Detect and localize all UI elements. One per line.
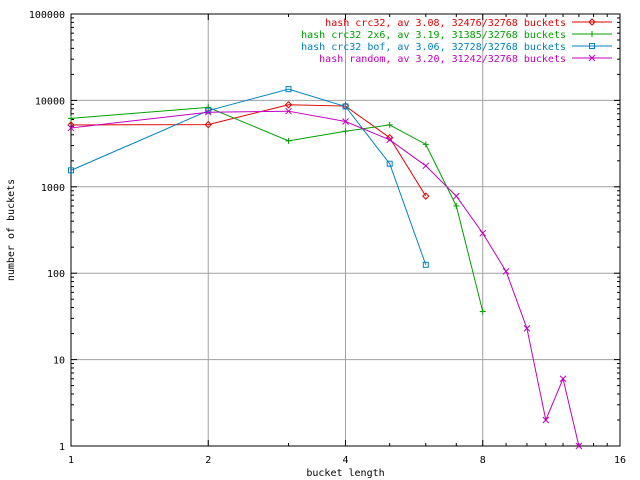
series-3 bbox=[68, 86, 429, 268]
data-point bbox=[523, 324, 531, 332]
data-point bbox=[422, 141, 429, 148]
data-point bbox=[386, 136, 394, 144]
series-layer bbox=[67, 86, 583, 450]
legend: hash crc32, av 3.08, 32476/32768 buckets… bbox=[301, 18, 612, 65]
data-point bbox=[453, 202, 460, 209]
data-point bbox=[589, 43, 595, 49]
data-point bbox=[422, 192, 430, 200]
series-2 bbox=[68, 104, 486, 315]
data-point bbox=[68, 115, 74, 122]
data-point bbox=[452, 192, 460, 200]
data-point bbox=[68, 167, 74, 174]
data-point bbox=[542, 416, 550, 424]
x-tick-label: 16 bbox=[614, 455, 626, 466]
legend-label: hash crc32 2x6, av 3.19, 31385/32768 buc… bbox=[301, 30, 566, 41]
y-axis-title: number of buckets bbox=[6, 179, 17, 281]
series-line bbox=[70, 110, 580, 447]
data-point bbox=[502, 268, 510, 275]
y-tick-label: 10000 bbox=[35, 96, 65, 107]
axis-ticks: 1 2 4 8 16 1 10 100 1000 10000 100000 bbox=[29, 10, 626, 466]
data-point bbox=[205, 107, 212, 114]
data-point bbox=[67, 124, 75, 132]
series-4 bbox=[67, 107, 583, 450]
data-point bbox=[285, 86, 292, 93]
legend-entry: hash crc32 bof, av 3.06, 32728/32768 buc… bbox=[301, 42, 612, 53]
data-point bbox=[575, 442, 583, 450]
data-point bbox=[386, 160, 393, 167]
data-point bbox=[422, 162, 430, 170]
data-point bbox=[588, 54, 596, 62]
data-point bbox=[204, 108, 212, 116]
series-1 bbox=[67, 101, 430, 200]
data-point bbox=[204, 120, 212, 129]
y-tick-label: 1000 bbox=[41, 183, 65, 194]
data-point bbox=[284, 101, 293, 109]
x-tick-label: 1 bbox=[68, 455, 74, 466]
data-point bbox=[285, 137, 292, 144]
data-point bbox=[385, 134, 394, 142]
legend-label: hash random, av 3.20, 31242/32768 bucket… bbox=[319, 54, 566, 65]
legend-label: hash crc32 bof, av 3.06, 32728/32768 buc… bbox=[301, 42, 566, 53]
data-point bbox=[422, 261, 429, 268]
data-point bbox=[342, 128, 349, 135]
data-point bbox=[588, 18, 596, 26]
data-point bbox=[342, 118, 349, 125]
legend-entry: hash random, av 3.20, 31242/32768 bucket… bbox=[319, 54, 612, 65]
grid bbox=[71, 14, 620, 446]
series-line bbox=[70, 88, 427, 265]
series-line bbox=[70, 106, 484, 312]
legend-entry: hash crc32, av 3.08, 32476/32768 buckets bbox=[325, 18, 612, 29]
x-tick-label: 2 bbox=[205, 455, 211, 466]
x-tick-label: 8 bbox=[480, 455, 486, 466]
data-point bbox=[205, 104, 212, 111]
data-point bbox=[479, 308, 486, 315]
data-point bbox=[589, 31, 595, 37]
data-point bbox=[342, 103, 349, 110]
x-axis-title: bucket length bbox=[306, 468, 384, 479]
data-point bbox=[479, 229, 487, 237]
series-line bbox=[70, 104, 427, 197]
legend-label: hash crc32, av 3.08, 32476/32768 buckets bbox=[325, 18, 566, 29]
data-point bbox=[559, 375, 567, 383]
legend-entry: hash crc32 2x6, av 3.19, 31385/32768 buc… bbox=[301, 30, 612, 41]
data-point bbox=[285, 107, 292, 115]
data-point bbox=[386, 121, 393, 128]
y-tick-label: 100000 bbox=[29, 10, 65, 21]
y-tick-label: 1 bbox=[59, 442, 65, 453]
x-tick-label: 4 bbox=[342, 455, 348, 466]
y-tick-label: 100 bbox=[47, 269, 65, 280]
y-tick-label: 10 bbox=[53, 356, 65, 367]
